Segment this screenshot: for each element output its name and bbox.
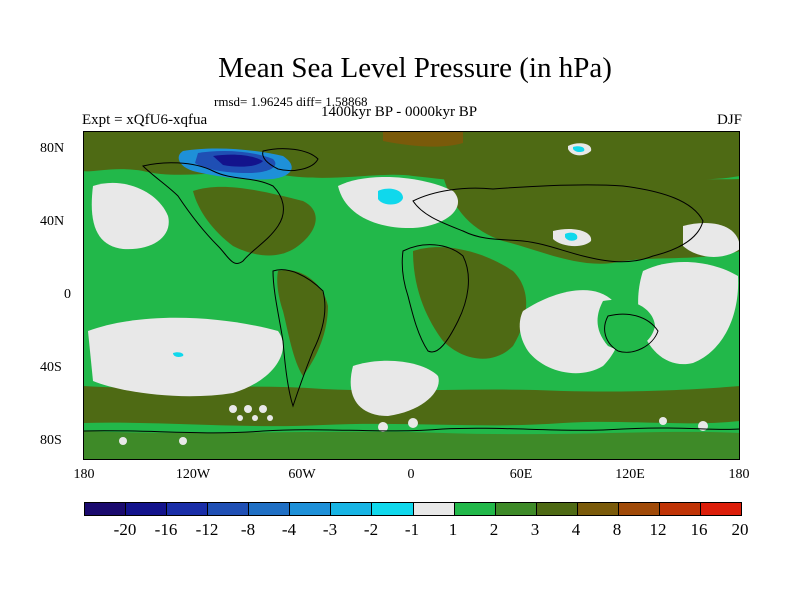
north-pacific-east-low [683, 222, 740, 257]
colorbar-label: -4 [281, 520, 297, 539]
colorbar-label: -1 [404, 520, 420, 539]
pressure-difference-map [83, 131, 740, 460]
colorbar-cell [372, 503, 414, 515]
colorbar-cell [536, 503, 578, 515]
colorbar-label: 2 [489, 520, 499, 539]
lat-label-40n: 40N [40, 214, 65, 229]
lon-label-120e: 120E [615, 467, 645, 482]
colorbar-label: -2 [363, 520, 379, 539]
colorbar-label: 20 [731, 520, 749, 539]
period-text: 1400kyr BP - 0000kyr BP [321, 104, 478, 120]
colorbar-label: -12 [195, 520, 219, 539]
lon-label-0: 0 [407, 467, 415, 482]
colorbar-label: -8 [240, 520, 256, 539]
australia-area [597, 299, 655, 350]
colorbar-label: -16 [154, 520, 178, 539]
season-label: DJF [716, 112, 742, 128]
map-frame [83, 131, 740, 460]
colorbar-cell [577, 503, 619, 515]
lon-label-60w: 60W [288, 467, 316, 482]
eurasia-high-region [443, 174, 740, 264]
colorbar-cell [618, 503, 660, 515]
colorbar-cell [331, 503, 373, 515]
west-pacific-low-area [638, 261, 739, 365]
south-america-high-region [277, 270, 328, 376]
colorbar-cell [413, 503, 455, 515]
colorbar-cell [454, 503, 496, 515]
lat-label-80s: 80S [40, 433, 62, 448]
colorbar-label: -3 [322, 520, 338, 539]
map-svg [83, 131, 740, 460]
colorbar-label: 12 [649, 520, 667, 539]
colorbar-cell [659, 503, 701, 515]
arctic-negative-center [213, 154, 263, 167]
indian-ocean-low-area [519, 290, 622, 374]
colorbar-cell [495, 503, 537, 515]
experiment-label: Expt = xQfU6-xqfua [82, 112, 208, 128]
colorbar-label: 3 [530, 520, 540, 539]
lat-label-40s: 40S [40, 360, 62, 375]
lon-label-60e: 60E [509, 467, 533, 482]
north-pacific-low-area [91, 182, 169, 250]
siberia-cyan-spot [573, 146, 585, 153]
north-atlantic-cyan [378, 188, 403, 205]
south-pacific-cyan [173, 352, 184, 357]
colorbar-label: 4 [571, 520, 581, 539]
south-atlantic-low-area [350, 360, 439, 416]
stats-text: rmsd= 1.96245 diff= 1.58868 [214, 94, 368, 109]
colorbar-cell [290, 503, 332, 515]
colorbar-cell [208, 503, 250, 515]
tibet-cyan [565, 232, 578, 241]
arctic-brown-patch [383, 131, 463, 147]
north-america-high-region [193, 186, 316, 256]
lon-label-120w: 120W [175, 467, 211, 482]
colorbar-cell [249, 503, 291, 515]
lat-label-80n: 80N [40, 141, 65, 156]
lat-label-0: 0 [64, 287, 71, 302]
colorbar [84, 502, 742, 516]
south-pacific-low-area [88, 317, 283, 397]
colorbar-cell [700, 503, 741, 515]
coastlines [83, 148, 740, 434]
colorbar-label: 16 [690, 520, 708, 539]
colorbar-cell [167, 503, 209, 515]
lon-label-180w: 180 [73, 467, 95, 482]
colorbar-label: 8 [612, 520, 622, 539]
colorbar-label: 1 [448, 520, 458, 539]
lon-label-180e: 180 [728, 467, 750, 482]
colorbar-label: -20 [113, 520, 137, 539]
map-title: Mean Sea Level Pressure (in hPa) [218, 52, 612, 84]
colorbar-cell [85, 503, 127, 515]
antarctic-region [83, 431, 740, 460]
africa-high-region [413, 247, 527, 359]
colorbar-cell [126, 503, 168, 515]
